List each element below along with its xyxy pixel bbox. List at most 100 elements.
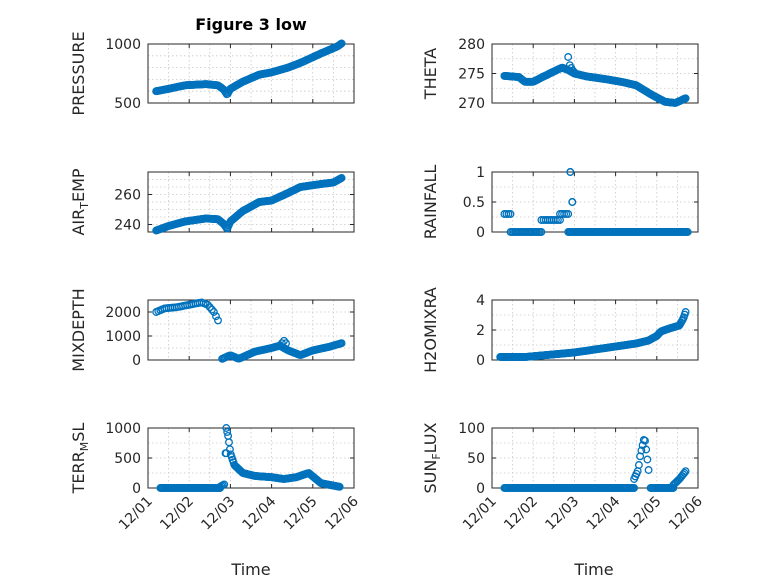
y-tick-label: 2 — [476, 323, 485, 339]
data-point — [683, 228, 692, 236]
data-point — [203, 300, 212, 309]
data-point — [641, 436, 649, 445]
y-tick-label: 1000 — [105, 329, 141, 345]
data-point — [209, 308, 218, 316]
x-tick-label: 12/02 — [157, 494, 197, 534]
data-point — [681, 467, 690, 476]
x-tick-label: 12/04 — [240, 493, 280, 533]
data-point — [282, 339, 290, 348]
data-point — [212, 312, 220, 321]
data-point — [564, 210, 573, 218]
y-tick-label: 280 — [458, 37, 485, 53]
data-point — [337, 339, 346, 348]
data-point — [568, 198, 577, 206]
data-point — [214, 316, 222, 325]
y-tick-label: 2000 — [105, 305, 141, 321]
x-tick-label: 12/01 — [116, 494, 156, 534]
y-tick-label: 0 — [476, 481, 485, 497]
x-tick-label: 12/02 — [501, 494, 541, 534]
data-point — [681, 94, 690, 103]
x-tick-label: 12/04 — [584, 493, 624, 533]
data-markers — [152, 39, 346, 99]
y-tick-label: 1000 — [105, 37, 141, 53]
y-tick-label: 270 — [458, 96, 485, 112]
y-tick-label: 0 — [132, 481, 141, 497]
data-markers — [500, 53, 690, 107]
y-tick-label: 4 — [476, 293, 485, 309]
y-axis-label: RAINFALL — [421, 165, 440, 240]
y-axis-label: TERRMSL — [69, 423, 91, 495]
y-tick-label: 0 — [476, 353, 485, 369]
x-tick-label: 12/05 — [281, 494, 321, 534]
data-point — [527, 228, 536, 236]
x-axis-label-left: Time — [230, 560, 270, 579]
data-point — [223, 428, 232, 436]
x-tick-label: 12/06 — [666, 493, 706, 533]
y-tick-label: 0 — [132, 353, 141, 369]
subplot-air-temp: 240 260 AIRTEMP — [69, 168, 355, 236]
axes-frame — [147, 299, 355, 361]
data-point — [566, 168, 575, 176]
data-point — [222, 449, 231, 458]
axes-background — [491, 427, 699, 489]
data-point — [681, 308, 690, 316]
data-point — [280, 336, 288, 345]
data-point — [222, 424, 231, 432]
y-tick-label: 260 — [114, 188, 141, 204]
x-axis-label-right: Time — [573, 560, 613, 579]
y-tick-label: 100 — [458, 421, 485, 437]
figure-title: Figure 3 low — [195, 15, 307, 34]
subplot-h2omixra: 0 2 4 H2OMIXRA — [421, 287, 699, 373]
data-point — [568, 66, 577, 75]
data-point — [642, 445, 651, 454]
data-markers — [500, 436, 690, 492]
data-point — [337, 39, 346, 48]
y-tick-label: 275 — [458, 67, 485, 83]
data-markers — [152, 174, 346, 235]
x-tick-label: 12/03 — [198, 494, 238, 534]
data-point — [680, 468, 689, 477]
y-tick-label: 1 — [476, 165, 485, 181]
data-point — [207, 305, 216, 314]
data-point — [570, 68, 579, 77]
y-axis-label: H2OMIXRA — [421, 287, 440, 373]
subplot-terr-msl: 0 500 1000 12/01 12/02 12/03 12/04 12/05 12/06 TE… — [69, 421, 362, 533]
data-point — [337, 174, 346, 182]
y-axis-label: SUNFLUX — [421, 422, 443, 493]
y-tick-label: 50 — [467, 451, 485, 467]
y-axis-label: PRESSURE — [69, 31, 88, 115]
y-tick-label: 500 — [114, 96, 141, 112]
data-markers — [152, 298, 346, 363]
y-tick-label: 0 — [476, 225, 485, 241]
y-axis-label: MIXDEPTH — [69, 288, 88, 371]
data-point — [277, 339, 286, 348]
data-point — [643, 455, 652, 464]
subplot-theta: 270 275 280 THETA — [421, 37, 699, 112]
data-markers — [496, 308, 690, 361]
y-axis-label: AIRTEMP — [69, 168, 91, 235]
axes-frame — [147, 171, 355, 233]
data-markers — [500, 168, 692, 236]
subplot-sun-flux: 0 50 100 12/01 12/02 12/03 12/04 12/05 12/06 SUNF… — [421, 421, 706, 533]
x-tick-label: 12/01 — [460, 494, 500, 534]
y-tick-label: 500 — [114, 451, 141, 467]
data-point — [637, 446, 646, 455]
data-point — [506, 210, 515, 218]
x-tick-label: 12/03 — [542, 494, 582, 534]
subplot-rainfall: 0 0.5 1 RAINFALL — [421, 165, 699, 241]
y-axis-label: THETA — [421, 48, 440, 100]
subplot-pressure: 500 1000 PRESSURE — [69, 31, 355, 116]
data-point — [644, 466, 653, 474]
data-point — [564, 53, 573, 61]
y-tick-label: 1000 — [105, 421, 141, 437]
data-point — [630, 484, 639, 492]
data-point — [205, 303, 214, 312]
data-point — [634, 461, 643, 469]
y-tick-label: 0.5 — [463, 195, 485, 211]
y-tick-label: 240 — [114, 218, 141, 234]
axes-frame — [147, 43, 355, 104]
data-point — [220, 480, 229, 489]
x-tick-label: 12/06 — [322, 493, 362, 533]
